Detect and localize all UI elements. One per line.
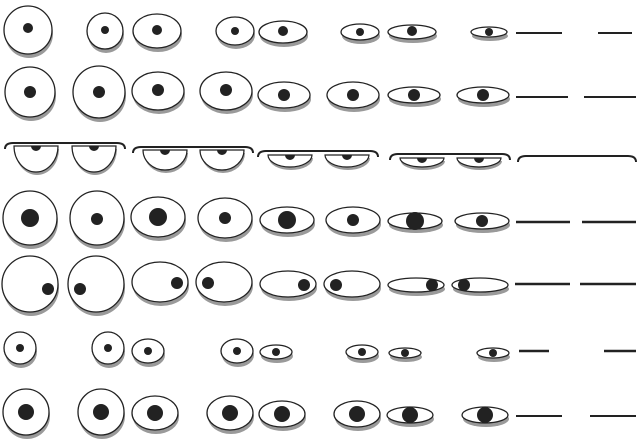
pupil xyxy=(458,279,470,291)
eyelid xyxy=(4,142,126,150)
pupil xyxy=(278,89,290,101)
eye-white xyxy=(67,255,125,313)
pupil xyxy=(347,89,359,101)
pupil xyxy=(477,407,493,423)
pupil xyxy=(152,84,164,96)
pupil xyxy=(89,146,99,151)
pupil xyxy=(217,150,227,155)
pupil xyxy=(426,279,438,291)
pupil xyxy=(408,89,420,101)
pupil xyxy=(274,406,290,422)
pupil xyxy=(417,158,427,163)
eye-white xyxy=(142,149,188,171)
pupil xyxy=(21,209,39,227)
pupil xyxy=(330,279,342,291)
pupil xyxy=(23,23,33,33)
pupil xyxy=(342,155,352,160)
pupil xyxy=(477,89,489,101)
pupil xyxy=(93,404,109,420)
pupil xyxy=(18,404,34,420)
pupil xyxy=(349,406,365,422)
pupil xyxy=(160,150,170,155)
pupil xyxy=(347,214,359,226)
pupil xyxy=(402,407,418,423)
eyelid xyxy=(517,155,637,163)
pupil xyxy=(272,348,280,356)
pupil xyxy=(489,349,497,357)
pupil xyxy=(91,213,103,225)
eyelid xyxy=(132,146,254,154)
pupil xyxy=(104,344,112,352)
pupil xyxy=(356,28,364,36)
pupil xyxy=(144,347,152,355)
pupil xyxy=(31,146,41,151)
pupil xyxy=(231,27,239,35)
pupil xyxy=(285,155,295,160)
pupil xyxy=(220,84,232,96)
pupil xyxy=(42,283,54,295)
eye-white xyxy=(267,154,313,168)
pupil xyxy=(485,28,493,36)
eye-white xyxy=(324,154,370,168)
pupil xyxy=(407,26,417,36)
eye-white xyxy=(131,261,189,303)
pupil xyxy=(202,277,214,289)
eye-white xyxy=(13,145,59,173)
pupil xyxy=(93,86,105,98)
pupil xyxy=(358,348,366,356)
pupil xyxy=(152,25,162,35)
pupil xyxy=(16,344,24,352)
pupil xyxy=(278,211,296,229)
pupil xyxy=(149,208,167,226)
eyelid xyxy=(257,150,379,158)
eye-white xyxy=(195,261,253,303)
pupil xyxy=(278,26,288,36)
pupil xyxy=(24,86,36,98)
eye-white xyxy=(1,255,59,313)
pupil xyxy=(171,277,183,289)
pupil xyxy=(406,212,424,230)
pupil xyxy=(476,215,488,227)
pupil xyxy=(219,212,231,224)
eye-white xyxy=(199,149,245,171)
eyelid xyxy=(389,153,511,161)
pupil xyxy=(401,349,409,357)
eye-white xyxy=(71,145,117,173)
pupil xyxy=(474,158,484,163)
pupil xyxy=(233,347,241,355)
pupil xyxy=(147,405,163,421)
pupil xyxy=(101,26,109,34)
pupil xyxy=(74,283,86,295)
pupil xyxy=(298,279,310,291)
pupil xyxy=(222,405,238,421)
